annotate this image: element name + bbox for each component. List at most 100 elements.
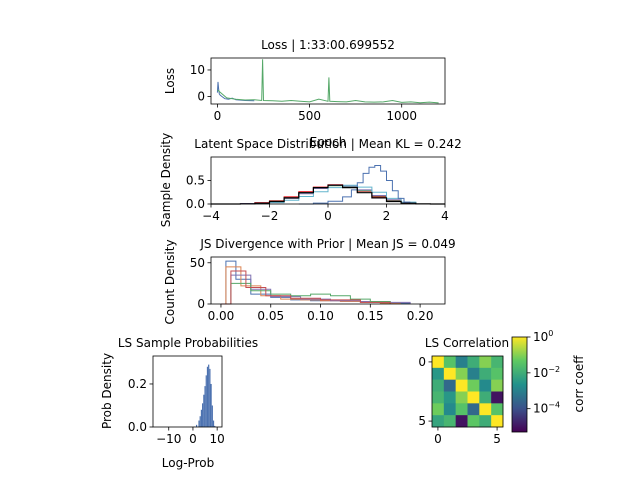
ls-prob-y-tick-label: 0.2	[128, 377, 147, 391]
ls-corr-y-ticks: 05	[418, 355, 432, 428]
ls-prob-x-tick-label: 0	[189, 432, 197, 446]
loss-x-tick-label: 500	[298, 109, 321, 123]
ls-prob-y-label: Prob Density	[100, 353, 114, 429]
colorbar-label: corr coeff	[572, 355, 586, 413]
histogram-bar	[208, 365, 209, 427]
colorbar-tick-label: 10−4	[533, 401, 560, 416]
latent-axes-frame	[211, 157, 445, 204]
ls-corr-y-tick-label: 5	[418, 414, 426, 428]
loss-plot-area	[217, 59, 438, 103]
heatmap-cell	[432, 415, 444, 427]
heatmap-cell	[456, 380, 468, 392]
ls-prob-y-tick-label: 0.0	[128, 420, 147, 434]
js-y-tick-label: 50	[190, 256, 205, 270]
histogram-bar	[209, 369, 210, 427]
ls-prob-x-tick-label: 10	[210, 432, 225, 446]
js-x-tick-label: 0.15	[357, 309, 384, 323]
loss-y-tick-label: 10	[190, 63, 205, 77]
histogram-bar	[213, 421, 214, 427]
heatmap-cell	[444, 368, 456, 380]
heatmap-cell	[479, 415, 491, 427]
series-line	[217, 59, 438, 103]
js-plot-area	[221, 261, 410, 304]
series-line	[217, 82, 254, 101]
heatmap-cell	[444, 403, 456, 415]
heatmap-cell	[468, 356, 480, 368]
histogram-bar	[211, 384, 212, 427]
heatmap-cell	[479, 356, 491, 368]
js-y-label: Count Density	[163, 239, 177, 324]
ls-corr-title: LS Correlation	[425, 336, 509, 350]
ls-prob-x-label: Log-Prob	[162, 456, 214, 470]
latent-y-label: Sample Density	[159, 133, 173, 227]
ls-corr-x-tick-label: 5	[493, 432, 501, 446]
latent-y-tick-label: 0.5	[186, 174, 205, 188]
heatmap-cell	[456, 368, 468, 380]
heatmap-cell	[432, 380, 444, 392]
heatmap-cell	[468, 380, 480, 392]
latent-x-ticks: −4 −2 0 2 4	[202, 204, 449, 223]
ls-corr-y-tick-label: 0	[418, 355, 426, 369]
heatmap-cell	[491, 368, 503, 380]
loss-title: Loss | 1:33:00.699552	[261, 38, 395, 52]
heatmap-cell	[432, 392, 444, 404]
js-x-tick-label: 0.10	[307, 309, 334, 323]
ls-prob-y-ticks: 0.0 0.2	[128, 377, 153, 434]
latent-panel: Latent Space Distribution | Mean KL = 0.…	[159, 133, 462, 227]
loss-y-tick-label: 0	[197, 90, 205, 104]
heatmap-cell	[479, 392, 491, 404]
histogram-bar	[203, 395, 204, 427]
latent-x-tick-label: 0	[324, 209, 332, 223]
heatmap-cell	[468, 392, 480, 404]
latent-y-tick-label: 0.0	[186, 197, 205, 211]
latent-x-tick-label: −2	[261, 209, 279, 223]
heatmap-cell	[491, 403, 503, 415]
heatmap-cell	[491, 380, 503, 392]
histogram-bar	[198, 421, 199, 427]
colorbar	[512, 337, 527, 432]
heatmap-cell	[479, 380, 491, 392]
latent-title: Latent Space Distribution | Mean KL = 0.…	[194, 137, 461, 151]
js-x-tick-label: 0.20	[407, 309, 434, 323]
latent-x-tick-label: 4	[441, 209, 449, 223]
ls-prob-plot-area	[194, 365, 216, 427]
heatmap-cell	[444, 392, 456, 404]
ls-corr-x-tick-label: 0	[434, 432, 442, 446]
heatmap-cell	[432, 368, 444, 380]
histogram-bar	[207, 367, 208, 427]
ls-prob-x-tick-label: −10	[156, 432, 181, 446]
ls-prob-title: LS Sample Probabilities	[118, 336, 258, 350]
loss-x-tick-label: 0	[214, 109, 222, 123]
heatmap-cell	[432, 356, 444, 368]
heatmap-cell	[468, 368, 480, 380]
heatmap-cell	[491, 392, 503, 404]
heatmap-cell	[444, 380, 456, 392]
latent-plot-area	[211, 166, 445, 205]
ls-prob-panel: LS Sample Probabilities −10 0 10 0.0 0.2 Lo…	[100, 336, 258, 470]
js-y-ticks: 0 50	[190, 256, 211, 311]
heatmap-cell	[468, 403, 480, 415]
loss-y-ticks: 10 0	[190, 63, 211, 104]
histogram-bar	[200, 416, 201, 427]
colorbar-tick-label: 10−2	[533, 365, 560, 380]
js-y-tick-label: 0	[197, 297, 205, 311]
ls-prob-x-ticks: −10 0 10	[156, 427, 225, 446]
histogram-bar	[212, 405, 213, 427]
js-x-tick-label: 0.05	[257, 309, 284, 323]
js-panel: JS Divergence with Prior | Mean JS = 0.0…	[163, 237, 456, 325]
heatmap-cell	[456, 415, 468, 427]
histogram-bar	[204, 386, 205, 427]
heatmap-cell	[456, 403, 468, 415]
heatmap-cell	[456, 392, 468, 404]
latent-x-tick-label: 2	[383, 209, 391, 223]
heatmap-cell	[444, 415, 456, 427]
latent-y-ticks: 0.0 0.5	[186, 174, 211, 212]
loss-y-label: Loss	[163, 68, 177, 94]
heatmap-cell	[468, 415, 480, 427]
latent-x-tick-label: −4	[202, 209, 220, 223]
